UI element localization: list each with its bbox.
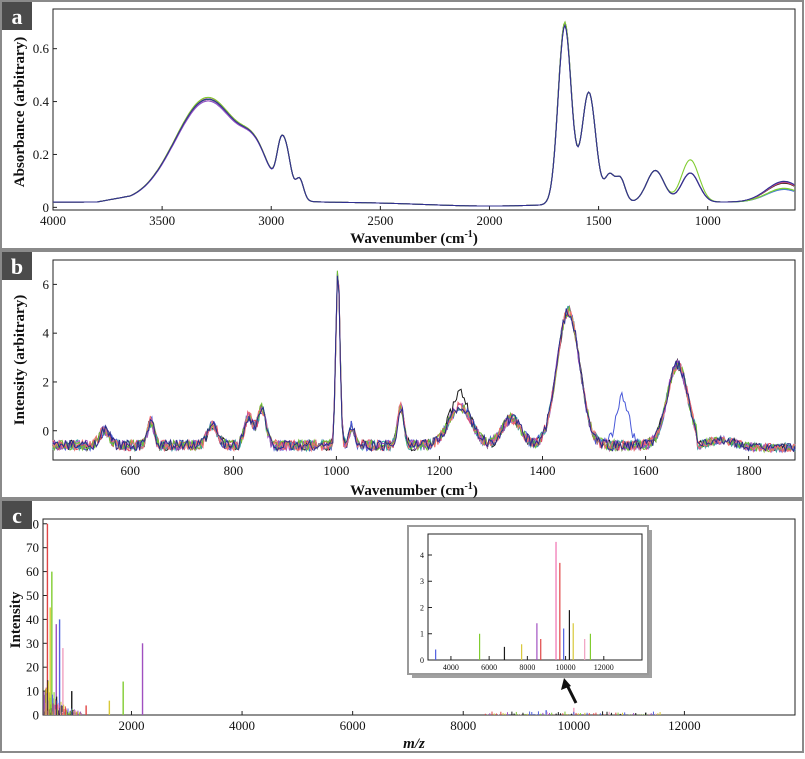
inset-plot-area	[427, 533, 643, 661]
inset-series	[435, 541, 592, 660]
inset-xtick-label: 8000	[519, 663, 535, 672]
panel-c-ytick-label: 10	[26, 684, 39, 699]
panel-a-xtick-label: 3500	[149, 213, 175, 228]
panel-b-xtick-label: 1200	[426, 463, 452, 478]
panel-a-badge	[2, 2, 32, 30]
inset-ytick-label: 0	[420, 656, 424, 665]
panel-c-badge	[2, 501, 32, 529]
panel-a-ytick-label: 0	[43, 200, 50, 215]
inset-ticks: 4000 6000 8000 10000 12000 0 1 2 3 4	[420, 551, 614, 672]
panel-b-xtick-label: 1000	[323, 463, 349, 478]
panel-b-series	[52, 270, 796, 454]
panel-b-ytick-label: 6	[43, 277, 50, 292]
panel-b-series-line	[52, 270, 796, 454]
panel-b: 600 800 1000 1200 1400 1600 1800 0 2 4 6 b Wavenum…	[0, 250, 804, 499]
panel-a-series-line	[53, 24, 795, 207]
panel-c-xlabel: m/z	[403, 736, 425, 752]
panel-c-xtick-label: 4000	[229, 718, 255, 733]
panel-a-xtick-label: 2000	[476, 213, 502, 228]
panel-c-ytick-label: 50	[26, 588, 39, 603]
panel-b-xlabel: Wavenumber (cm-1)	[350, 481, 478, 499]
panel-c-letter: c	[12, 503, 22, 528]
inset-ytick-label: 1	[420, 630, 424, 639]
panel-c-ytick-label: 30	[26, 636, 39, 651]
panel-b-ticks: 600 800 1000 1200 1400 1600 1800 0 2 4 6	[43, 277, 762, 478]
panel-b-ytick-label: 0	[43, 423, 50, 438]
inset-ytick-label: 2	[420, 603, 424, 612]
panel-b-badge	[2, 252, 32, 280]
panel-a-xtick-label: 1000	[695, 213, 721, 228]
panel-b-letter: b	[11, 254, 23, 279]
inset-xtick-label: 6000	[481, 663, 497, 672]
inset-xtick-label: 10000	[556, 663, 576, 672]
panel-a-xtick-label: 3000	[258, 213, 284, 228]
panel-c-ytick-label: 20	[26, 660, 39, 675]
panel-b-xtick-label: 1400	[530, 463, 556, 478]
panel-b-ytick-label: 2	[43, 375, 50, 390]
panel-b-ylabel: Intensity (arbitrary)	[12, 295, 28, 425]
panel-a: 4000 3500 3000 2500 2000 1500 1000 0 0.2 0.4 0.6 a…	[0, 0, 804, 250]
inset-pointer-arrowhead	[561, 678, 571, 690]
panel-a-ytick-label: 0.4	[33, 94, 50, 109]
panel-b-xtick-label: 800	[224, 463, 244, 478]
panel-c-xtick-label: 12000	[668, 718, 701, 733]
panel-c-series	[43, 523, 661, 715]
inset-xtick-label: 4000	[443, 663, 459, 672]
panel-b-xtick-label: 1800	[736, 463, 762, 478]
panel-a-ylabel: Absorbance (arbitrary)	[12, 37, 28, 187]
panel-b-series-line	[52, 275, 796, 453]
panel-c-ytick-label: 0	[33, 708, 40, 723]
panel-a-xtick-label: 2500	[367, 213, 393, 228]
panel-a-letter: a	[12, 4, 23, 29]
panel-a-series	[53, 20, 795, 207]
panel-c: 2000 4000 6000 8000 10000 1200001020304050607…	[0, 499, 804, 753]
panel-c-inset: 4000 6000 8000 10000 12000 0 1 2 3 4	[407, 525, 652, 678]
panel-c-xtick-label: 6000	[340, 718, 366, 733]
inset-ytick-label: 4	[420, 551, 424, 560]
panel-b-ytick-label: 4	[43, 326, 50, 341]
panel-c-xtick-label: 8000	[450, 718, 476, 733]
panel-c-ytick-label: 70	[26, 540, 39, 555]
panel-c-ticks: 2000 4000 6000 8000 10000 1200001020304050607…	[26, 516, 701, 733]
panel-a-xlabel: Wavenumber (cm-1)	[350, 229, 478, 247]
panel-c-ylabel: Intensity	[8, 591, 24, 648]
panel-c-xtick-label: 2000	[118, 718, 144, 733]
inset-xtick-label: 12000	[594, 663, 614, 672]
panel-a-ytick-label: 0.2	[33, 147, 49, 162]
panel-c-xtick-label: 10000	[558, 718, 591, 733]
panel-a-plot-area	[52, 8, 796, 211]
panel-b-xtick-label: 600	[121, 463, 141, 478]
panel-b-xtick-label: 1600	[633, 463, 659, 478]
panel-c-ytick-label: 40	[26, 612, 39, 627]
panel-a-xtick-label: 1500	[586, 213, 612, 228]
panel-a-ytick-label: 0.6	[33, 41, 50, 56]
panel-b-series-line	[52, 278, 796, 454]
panel-c-ytick-label: 60	[26, 564, 39, 579]
panel-b-plot-area	[52, 259, 796, 461]
inset-ytick-label: 3	[420, 577, 424, 586]
panel-a-ticks: 4000 3500 3000 2500 2000 1500 1000 0 0.2 0.4 0.6	[33, 41, 721, 228]
panel-a-xtick-label: 4000	[40, 213, 66, 228]
